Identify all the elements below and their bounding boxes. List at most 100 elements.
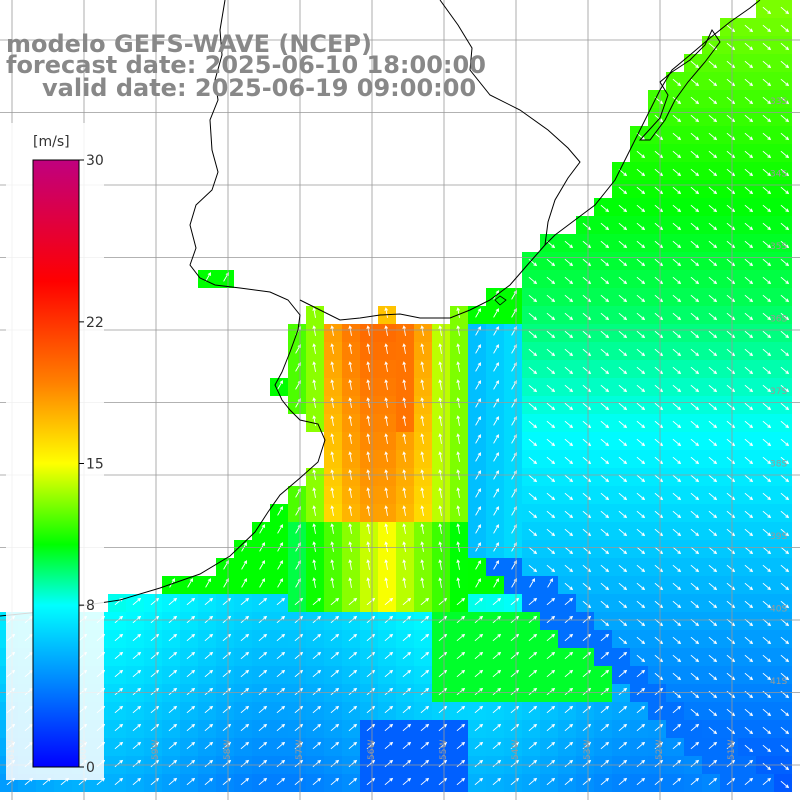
wind-arrow [456, 741, 466, 750]
wind-arrow [186, 741, 196, 750]
wind-arrow [546, 510, 556, 519]
wind-arrow [528, 633, 538, 642]
wind-arrow [690, 582, 700, 591]
wind-arrow [780, 474, 790, 483]
wind-arrow [726, 708, 736, 717]
wind-arrow [618, 528, 628, 537]
wind-arrow [402, 415, 407, 426]
wind-arrow [528, 528, 538, 537]
wind-arrow [618, 366, 628, 375]
wind-arrow [636, 705, 646, 714]
wind-arrow [600, 510, 610, 519]
wind-arrow [493, 362, 499, 372]
wind-arrow [618, 240, 628, 249]
wind-arrow [420, 397, 425, 408]
wind-arrow [186, 777, 196, 786]
wind-arrow [726, 600, 736, 609]
wind-arrow [708, 150, 718, 159]
wind-arrow [744, 672, 754, 681]
wind-arrow [132, 741, 142, 750]
coastline-brazil [544, 0, 761, 246]
wind-arrow [456, 759, 466, 768]
wind-arrow [672, 672, 682, 681]
wind-arrow [636, 528, 646, 537]
wind-arrow [726, 114, 736, 123]
wind-arrow [600, 777, 610, 786]
wind-arrow [636, 330, 646, 339]
wind-arrow [348, 523, 353, 534]
wind-arrow [690, 510, 700, 519]
title-line-1: modelo GEFS-WAVE (NCEP) [6, 30, 372, 58]
wind-arrow [546, 438, 556, 447]
wind-arrow [259, 524, 265, 534]
wind-arrow [762, 258, 772, 267]
wind-arrow [384, 759, 394, 768]
wind-arrow [672, 132, 682, 141]
wind-arrow [744, 582, 754, 591]
wind-arrow [672, 150, 682, 159]
wind-arrow [672, 456, 682, 465]
wind-arrow [492, 705, 502, 714]
wind-arrow [366, 361, 371, 372]
wind-arrow [204, 597, 214, 606]
wind-arrow [672, 96, 682, 105]
wind-arrow [402, 361, 407, 372]
wind-arrow [528, 492, 538, 501]
wind-arrow [366, 541, 371, 552]
wind-arrow [348, 687, 358, 696]
wind-arrow [276, 687, 286, 696]
wind-arrow [762, 78, 772, 87]
wind-arrow [762, 24, 772, 33]
wind-arrow [618, 741, 628, 750]
wind-arrow [475, 578, 481, 588]
wind-arrow [547, 578, 553, 588]
wind-arrow [582, 705, 592, 714]
wind-arrow [493, 416, 499, 426]
wind-arrow [744, 204, 754, 213]
wind-arrow [564, 366, 574, 375]
wind-arrow [654, 114, 664, 123]
wind-arrow [708, 708, 718, 717]
wind-arrow [438, 343, 443, 354]
wind-arrow [366, 523, 371, 534]
wind-arrow [240, 705, 250, 714]
wind-arrow [420, 597, 430, 606]
wind-arrow [546, 651, 556, 660]
wind-arrow [762, 348, 772, 357]
wind-arrow [312, 741, 322, 750]
wind-arrow [258, 651, 268, 660]
wind-arrow [600, 366, 610, 375]
wind-arrow [744, 456, 754, 465]
wind-arrow [528, 276, 538, 285]
wind-arrow [690, 150, 700, 159]
wind-arrow [780, 546, 790, 555]
wind-arrow [744, 366, 754, 375]
wind-arrow [708, 204, 718, 213]
wind-arrow [672, 312, 682, 321]
wind-arrow [168, 651, 178, 660]
wind-arrow [762, 96, 772, 105]
wind-arrow [708, 456, 718, 465]
wind-arrow [618, 492, 628, 501]
wind-arrow [600, 456, 610, 465]
wind-arrow [204, 633, 214, 642]
wind-arrow [636, 669, 646, 678]
wind-arrow [564, 294, 574, 303]
wind-arrow [204, 723, 214, 732]
wind-arrow [493, 308, 499, 318]
wind-arrow [546, 474, 556, 483]
wind-arrow [726, 24, 736, 33]
wind-arrow [402, 397, 407, 408]
wind-arrow [780, 420, 790, 429]
wind-arrow [330, 741, 340, 750]
wind-arrow [726, 636, 736, 645]
wind-arrow [420, 325, 425, 336]
wind-arrow [240, 723, 250, 732]
wind-arrow [672, 654, 682, 663]
wind-arrow [114, 759, 124, 768]
wind-arrow [582, 330, 592, 339]
wind-arrow [330, 541, 335, 552]
wind-arrow [672, 582, 682, 591]
wind-arrow [672, 294, 682, 303]
wind-arrow [402, 651, 412, 660]
